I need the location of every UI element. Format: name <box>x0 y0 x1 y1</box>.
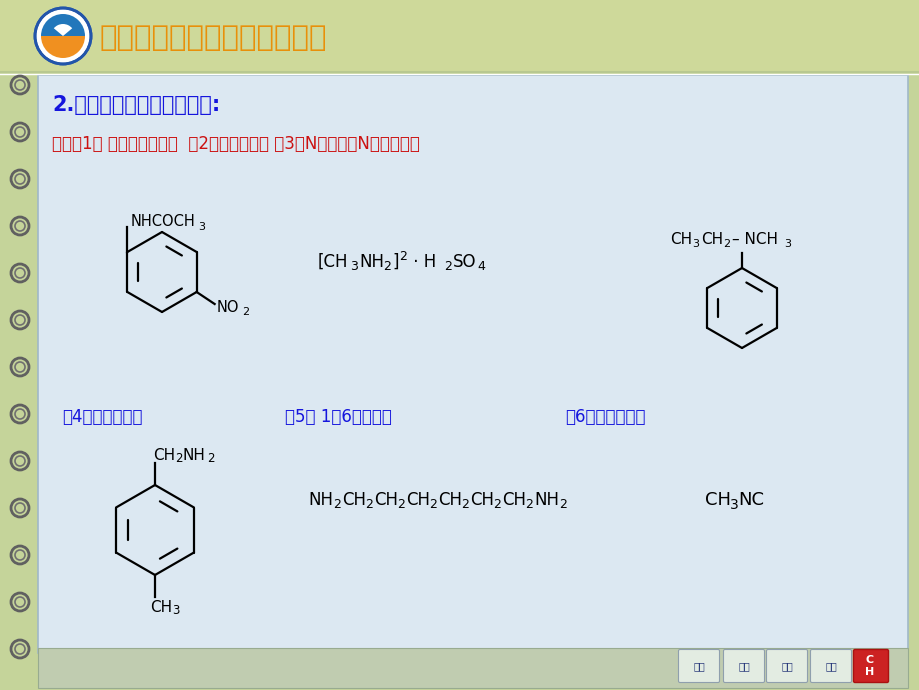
Text: 解：（1） 间瞇基乙酰苯胺  （2）甲胺硫酸盐 （3）N－甲基－N－乙基苯胺: 解：（1） 间瞇基乙酰苯胺 （2）甲胺硫酸盐 （3）N－甲基－N－乙基苯胺 <box>52 135 419 153</box>
FancyBboxPatch shape <box>38 75 907 653</box>
Text: 2: 2 <box>333 497 341 511</box>
FancyBboxPatch shape <box>38 648 907 688</box>
Text: [CH: [CH <box>318 253 348 271</box>
Text: · H: · H <box>407 253 436 271</box>
Text: NH: NH <box>308 491 333 509</box>
Text: 2: 2 <box>428 497 437 511</box>
Text: （5） 1，6－己二胺: （5） 1，6－己二胺 <box>285 408 391 426</box>
Text: 4: 4 <box>476 259 484 273</box>
Text: CH: CH <box>150 600 172 615</box>
Text: （6）异氰基甲烷: （6）异氰基甲烷 <box>564 408 645 426</box>
Circle shape <box>13 313 27 327</box>
Text: CH: CH <box>437 491 461 509</box>
Text: CH: CH <box>669 233 691 248</box>
Circle shape <box>13 454 27 468</box>
Text: 2: 2 <box>175 453 182 466</box>
Text: （4）对甲基苯胺: （4）对甲基苯胺 <box>62 408 142 426</box>
Text: CH: CH <box>374 491 398 509</box>
Text: – NCH: – NCH <box>732 233 777 248</box>
FancyBboxPatch shape <box>678 649 719 682</box>
Text: NO: NO <box>216 299 239 315</box>
Circle shape <box>13 407 27 421</box>
Text: CH: CH <box>405 491 429 509</box>
Text: 下页: 下页 <box>780 661 792 671</box>
FancyBboxPatch shape <box>810 649 851 682</box>
Circle shape <box>13 172 27 186</box>
Text: 3: 3 <box>691 239 698 249</box>
Text: 3: 3 <box>172 604 179 618</box>
FancyBboxPatch shape <box>0 0 919 73</box>
Text: 2: 2 <box>444 259 451 273</box>
Text: CH: CH <box>153 448 175 462</box>
Text: 2: 2 <box>365 497 372 511</box>
Text: 2: 2 <box>525 497 532 511</box>
Circle shape <box>13 595 27 609</box>
Text: 2: 2 <box>399 250 406 264</box>
Circle shape <box>13 642 27 656</box>
Circle shape <box>13 548 27 562</box>
Text: 2: 2 <box>722 239 730 249</box>
Text: 3: 3 <box>729 498 738 512</box>
Text: CH: CH <box>700 233 722 248</box>
Text: NH: NH <box>183 448 206 462</box>
Text: 安阳工学院化学与环境工程系: 安阳工学院化学与环境工程系 <box>100 24 327 52</box>
Text: 3: 3 <box>349 259 357 273</box>
Wedge shape <box>41 14 85 36</box>
Text: 2: 2 <box>460 497 469 511</box>
Circle shape <box>13 266 27 280</box>
Text: NH: NH <box>533 491 559 509</box>
Text: C
H: C H <box>865 656 874 677</box>
Circle shape <box>13 219 27 233</box>
Circle shape <box>36 9 90 63</box>
Circle shape <box>13 360 27 374</box>
Text: 末页: 末页 <box>824 661 836 671</box>
Wedge shape <box>41 36 85 58</box>
FancyBboxPatch shape <box>853 649 888 682</box>
Text: ]: ] <box>391 253 398 271</box>
Text: 2: 2 <box>382 259 391 273</box>
Text: 首页: 首页 <box>692 661 704 671</box>
Text: SO: SO <box>452 253 476 271</box>
Circle shape <box>13 501 27 515</box>
Text: 2: 2 <box>559 497 566 511</box>
Text: 3: 3 <box>783 239 790 249</box>
Text: CH: CH <box>704 491 731 509</box>
Text: NHCOCH: NHCOCH <box>130 215 195 230</box>
Text: 2: 2 <box>493 497 500 511</box>
Text: NH: NH <box>358 253 383 271</box>
Text: 3: 3 <box>199 222 205 232</box>
Text: NC: NC <box>737 491 763 509</box>
Text: 上页: 上页 <box>737 661 749 671</box>
Text: 2: 2 <box>207 453 214 466</box>
FancyBboxPatch shape <box>766 649 807 682</box>
Wedge shape <box>53 24 72 36</box>
FancyBboxPatch shape <box>722 649 764 682</box>
Text: 2: 2 <box>397 497 404 511</box>
Circle shape <box>13 125 27 139</box>
Text: CH: CH <box>470 491 494 509</box>
Text: 2: 2 <box>242 307 248 317</box>
Circle shape <box>13 78 27 92</box>
Text: 2.写出下列化合物的构造式:: 2.写出下列化合物的构造式: <box>52 95 220 115</box>
Text: CH: CH <box>342 491 366 509</box>
Text: CH: CH <box>502 491 526 509</box>
